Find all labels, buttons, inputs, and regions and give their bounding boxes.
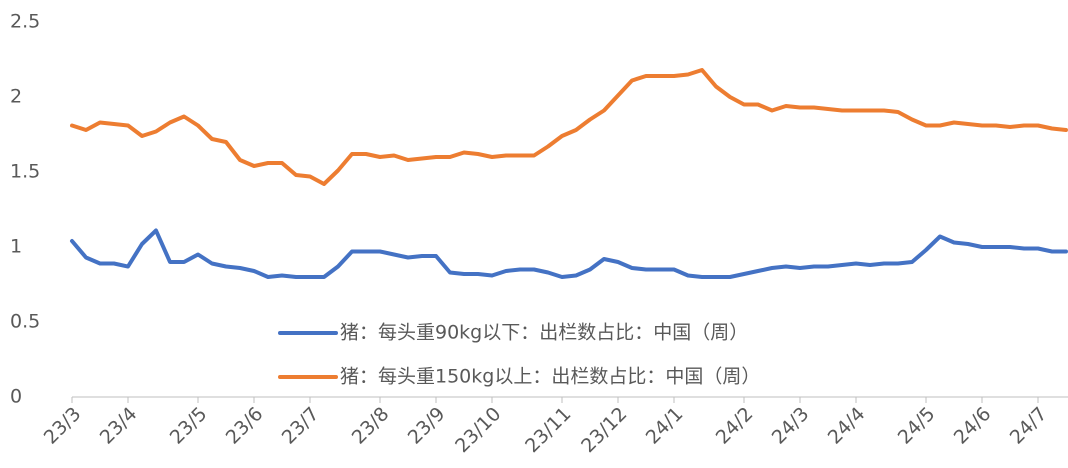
y-tick-label: 1.5 (10, 161, 40, 183)
series-line (70, 228, 1068, 279)
x-tick-label: 24/1 (642, 403, 688, 449)
y-tick-label: 0.5 (10, 311, 40, 333)
x-tick-label: 24/4 (824, 403, 870, 449)
x-tick-label: 23/4 (96, 403, 142, 449)
x-tick-label: 23/6 (222, 403, 268, 449)
x-tick-label: 23/11 (521, 403, 575, 457)
x-tick-label: 23/9 (404, 403, 450, 449)
y-tick-label: 0 (10, 386, 22, 408)
legend-label: 猪：每头重90kg以下：出栏数占比：中国（周） (340, 322, 748, 344)
x-tick-label: 23/10 (451, 403, 505, 457)
y-tick-label: 1 (10, 236, 22, 258)
x-tick-label: 23/3 (40, 403, 86, 449)
x-tick-label: 23/5 (166, 403, 212, 449)
x-tick-label: 24/6 (950, 403, 996, 449)
y-tick-label: 2.5 (10, 11, 40, 33)
x-tick-label: 23/12 (577, 403, 631, 457)
x-tick-label: 24/3 (768, 403, 814, 449)
x-tick-label: 23/8 (348, 403, 394, 449)
x-tick-label: 24/2 (712, 403, 758, 449)
y-tick-label: 2 (10, 86, 22, 108)
x-tick-label: 24/5 (894, 403, 940, 449)
legend-label: 猪：每头重150kg以上：出栏数占比：中国（周） (340, 366, 760, 388)
series-line (70, 68, 1068, 186)
x-tick-label: 24/7 (1006, 403, 1052, 449)
x-tick-label: 23/7 (278, 403, 324, 449)
